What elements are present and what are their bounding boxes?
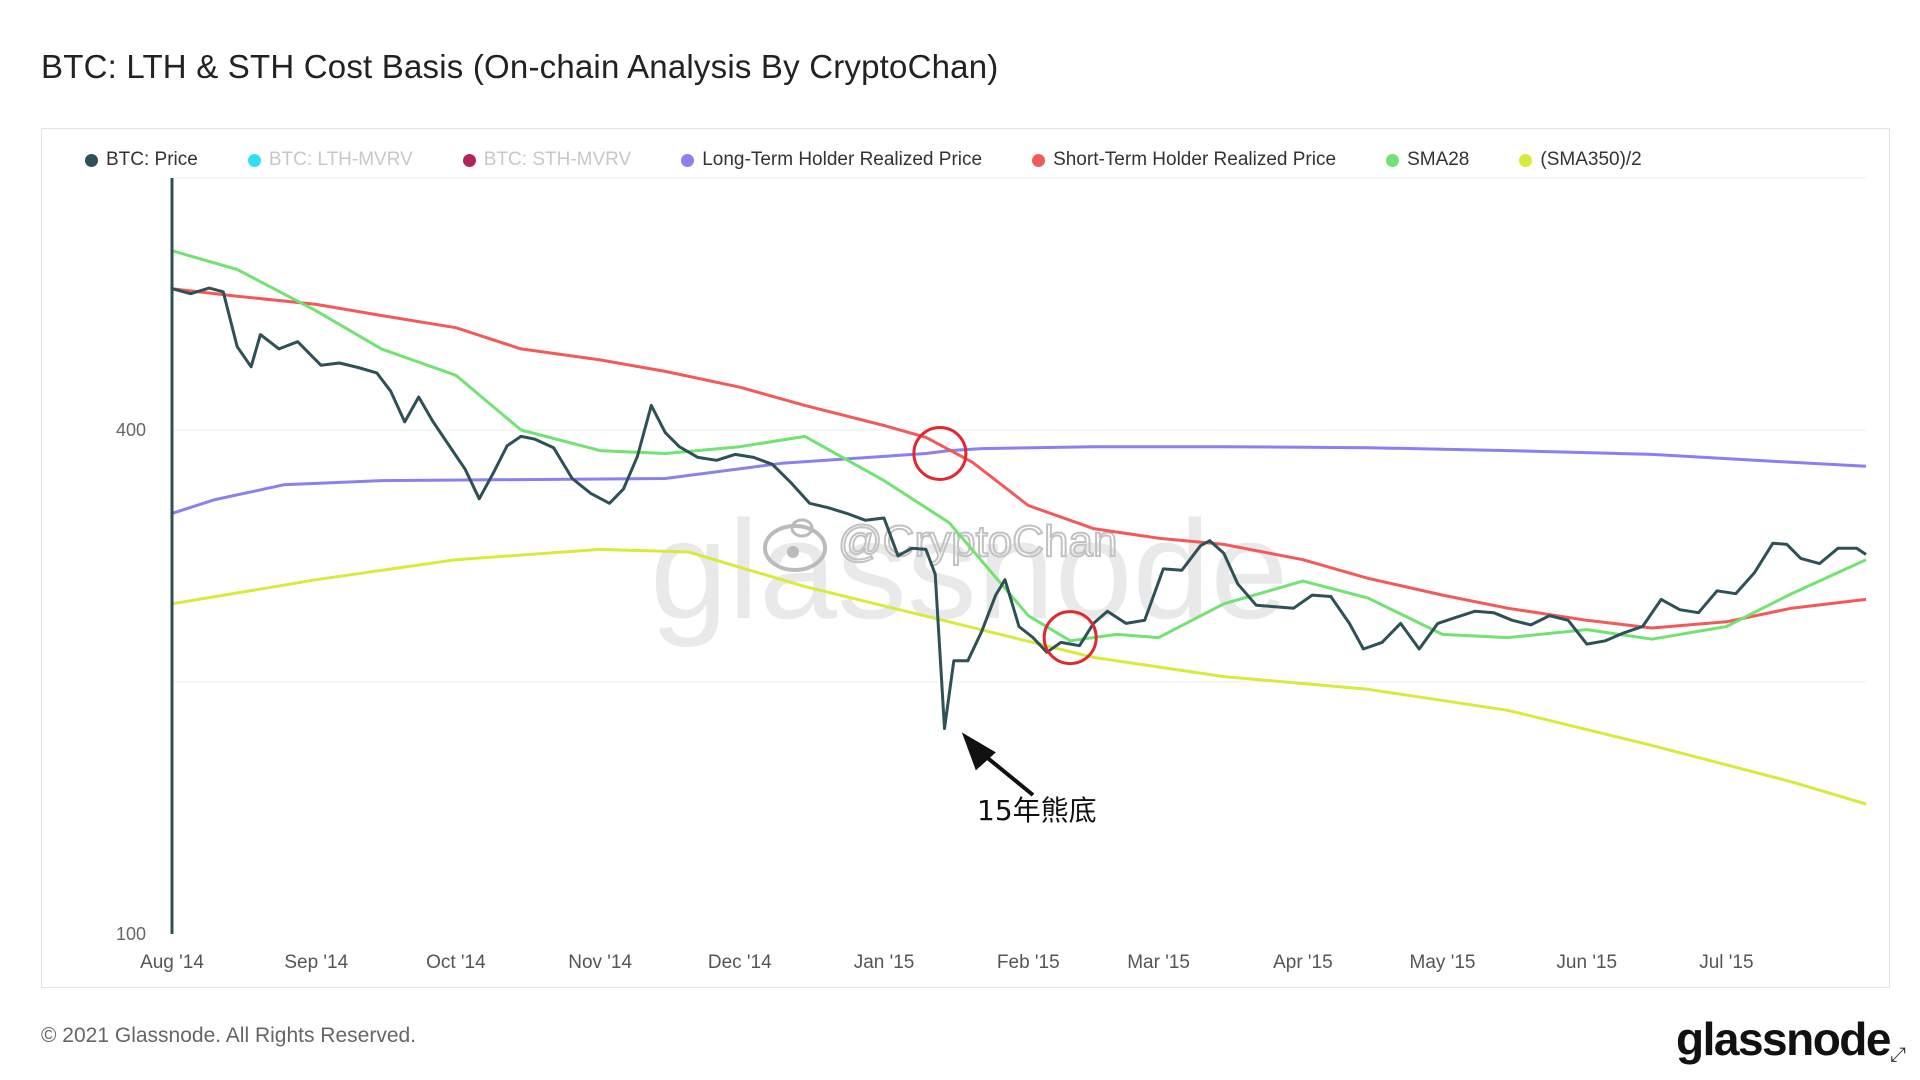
x-tick-label: Apr '15 (1273, 952, 1333, 973)
legend-item[interactable]: (SMA350)/2 (1519, 149, 1642, 171)
legend-dot (85, 153, 98, 167)
axis-layer: 100 400 Aug '14 Sep '14 Oct '14 Nov '14 Dec '1… (116, 178, 1754, 973)
chart-legend: BTC: Price BTC: LTH-MVRV BTC: STH-MVRV Long… (85, 146, 1692, 174)
x-tick-label: Sep '14 (284, 952, 348, 973)
legend-item[interactable]: BTC: Price (85, 149, 198, 171)
x-tick-label: Jul '15 (1699, 952, 1753, 973)
x-tick-label: Oct '14 (426, 952, 486, 973)
series-line (171, 286, 1867, 730)
x-tick-label: Jun '15 (1556, 952, 1617, 973)
y-tick-label: 400 (116, 420, 146, 440)
legend-dot (681, 153, 695, 167)
annotation-label: 15年熊底 (977, 794, 1097, 827)
legend-label: BTC: LTH-MVRV (268, 149, 413, 170)
annotation-layer (912, 425, 1098, 797)
chart-frame (41, 128, 1890, 988)
legend-label: SMA28 (1407, 149, 1470, 170)
legend-dot (462, 153, 476, 167)
x-tick-label: Aug '14 (140, 952, 204, 973)
expand-icon[interactable]: ⤢ (1890, 1044, 1906, 1066)
glassnode-logo: glassnode (1675, 1013, 1892, 1065)
legend-item[interactable]: BTC: LTH-MVRV (247, 149, 413, 171)
x-tick-label: May '15 (1410, 952, 1476, 973)
x-tick-label: Mar '15 (1127, 952, 1190, 973)
series-line (171, 547, 1867, 806)
series-line (171, 287, 1867, 630)
legend-dot (1519, 153, 1533, 167)
x-tick-label: Dec '14 (708, 952, 772, 973)
x-tick-label: Feb '15 (997, 952, 1060, 973)
legend-dot (247, 153, 261, 167)
legend-label: Short-Term Holder Realized Price (1053, 149, 1337, 170)
y-tick-label: 100 (116, 924, 146, 944)
legend-label: BTC: STH-MVRV (483, 149, 632, 170)
series-line (171, 249, 1867, 643)
copyright: © 2021 Glassnode. All Rights Reserved. (41, 1024, 417, 1047)
x-tick-label: Nov '14 (568, 952, 632, 973)
arrow-icon (961, 732, 1035, 797)
x-tick-label: Jan '15 (854, 952, 915, 973)
legend-dot (1032, 153, 1046, 167)
highlight-circle (912, 425, 968, 481)
series-layer (171, 249, 1867, 806)
weibo-icon (763, 518, 827, 572)
legend-item[interactable]: Long-Term Holder Realized Price (681, 149, 982, 171)
legend-item[interactable]: BTC: STH-MVRV (462, 149, 632, 171)
legend-label: BTC: Price (106, 149, 198, 170)
highlight-circle (1042, 610, 1098, 666)
legend-label: (SMA350)/2 (1540, 149, 1642, 170)
legend-label: Long-Term Holder Realized Price (702, 149, 983, 170)
watermark-text: @CryptoChan (838, 517, 1117, 566)
grid-layer (172, 177, 1866, 683)
page-title: BTC: LTH & STH Cost Basis (On-chain Anal… (41, 48, 999, 85)
legend-item[interactable]: SMA28 (1386, 149, 1469, 171)
series-line (171, 445, 1867, 515)
legend-dot (1386, 153, 1400, 167)
legend-item[interactable]: Short-Term Holder Realized Price (1032, 149, 1336, 171)
